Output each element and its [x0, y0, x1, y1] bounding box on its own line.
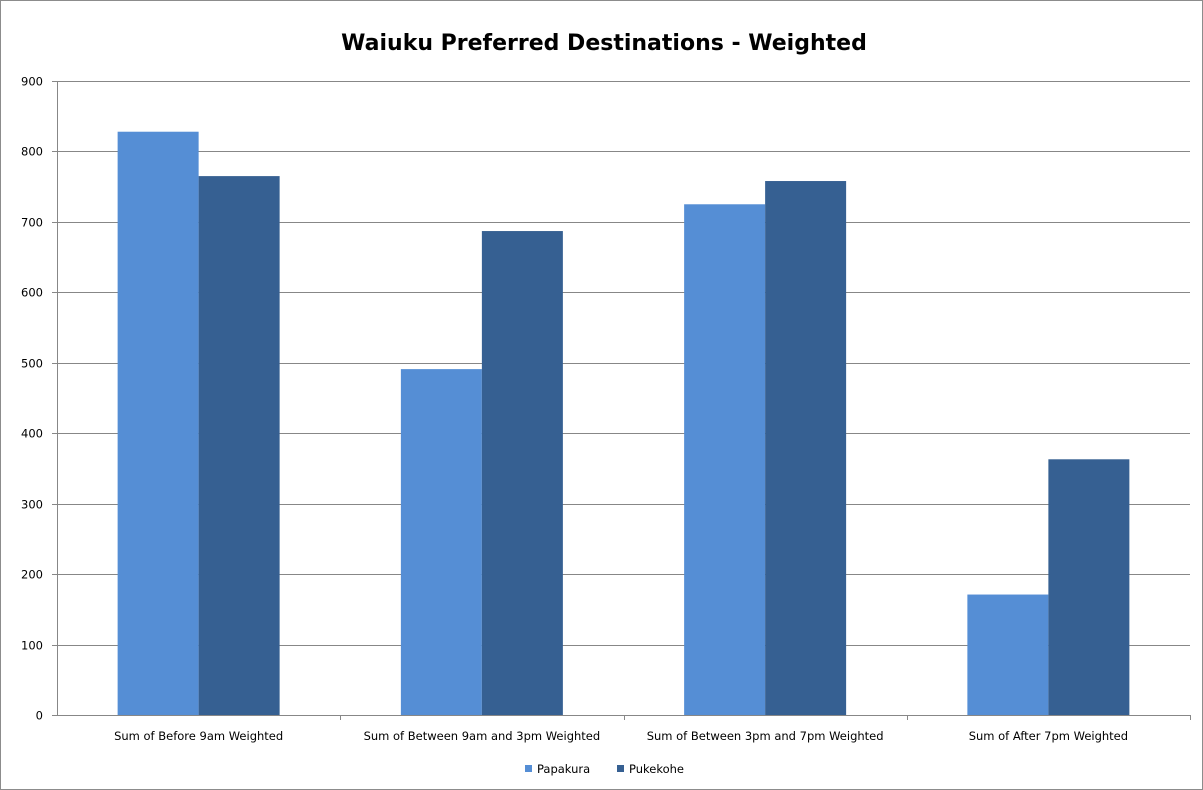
y-tick-label: 300 [21, 498, 43, 512]
bar-pukekohe-1 [481, 231, 563, 715]
x-tick-label: Sum of Between 9am and 3pm Weighted [364, 729, 601, 743]
y-tick-label: 500 [21, 357, 43, 371]
bar-papakura-0 [117, 131, 199, 716]
bar-pukekohe-2 [765, 181, 847, 715]
axes: 0 100 200 300 400 500 600 700 800 900 Sum of Befor… [21, 75, 1191, 743]
bar-pukekohe-0 [198, 176, 280, 716]
x-tick-label: Sum of Between 3pm and 7pm Weighted [647, 729, 884, 743]
legend-swatch-pukekohe [617, 765, 624, 772]
bar-papakura-3 [967, 594, 1049, 715]
chart-title: Waiuku Preferred Destinations - Weighted [341, 31, 867, 56]
y-tick-label: 700 [21, 216, 43, 230]
bars [117, 131, 1130, 716]
y-tick-label: 100 [21, 639, 43, 653]
legend-label-papakura: Papakura [537, 762, 590, 776]
y-tick-label: 600 [21, 286, 43, 300]
y-tick-label: 0 [36, 709, 43, 723]
bar-papakura-2 [684, 204, 766, 715]
legend: Papakura Pukekohe [525, 762, 684, 776]
y-tick-label: 800 [21, 145, 43, 159]
legend-swatch-papakura [525, 765, 532, 772]
legend-label-pukekohe: Pukekohe [629, 762, 684, 776]
y-tick-label: 900 [21, 75, 43, 89]
x-tick-label: Sum of Before 9am Weighted [114, 729, 283, 743]
y-tick-label: 200 [21, 568, 43, 582]
x-tick-label: Sum of After 7pm Weighted [969, 729, 1128, 743]
bar-papakura-1 [400, 369, 482, 715]
y-tick-label: 400 [21, 427, 43, 441]
bar-pukekohe-3 [1048, 459, 1130, 715]
